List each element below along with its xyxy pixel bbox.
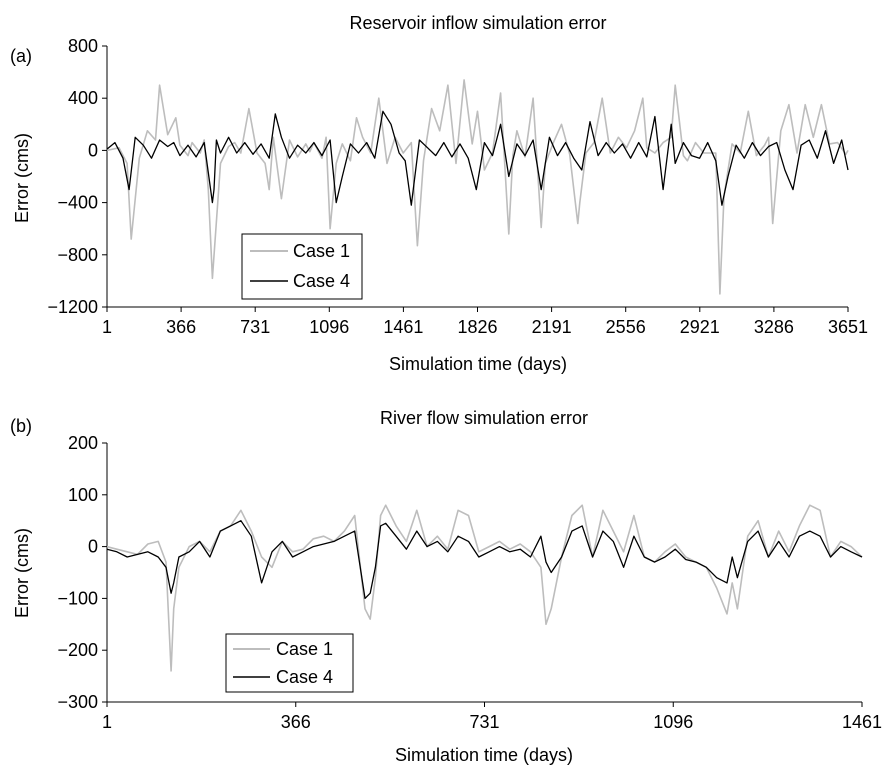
x-tick-label-a: 1096 — [309, 317, 349, 337]
panel-b: River flow simulation error (b) Error (c… — [10, 408, 882, 765]
y-tick-label-a: −800 — [57, 245, 98, 265]
y-tick-label-b: −100 — [57, 588, 98, 608]
y-tick-label-b: −200 — [57, 640, 98, 660]
y-tick-label-b: 200 — [68, 433, 98, 453]
chart-title-a: Reservoir inflow simulation error — [349, 13, 606, 33]
panel-label-a: (a) — [10, 46, 32, 66]
x-tick-label-a: 366 — [166, 317, 196, 337]
y-tick-label-b: 100 — [68, 485, 98, 505]
legend-box-b — [225, 633, 354, 693]
plot-area-b: −300 −200 −100 0 100 200 1 366 731 1096 1461 — [57, 433, 882, 732]
x-tick-label-b: 731 — [469, 712, 499, 732]
y-tick-label-a: −1200 — [47, 297, 98, 317]
plot-area-a: −1200 −800 −400 0 400 800 1 366 731 1096 1461 1826 2… — [47, 36, 868, 337]
legend-box-a — [241, 233, 363, 300]
legend-label-case4-b: Case 4 — [276, 667, 333, 687]
series-line-case4-a — [106, 110, 849, 206]
x-tick-label-a: 2556 — [606, 317, 646, 337]
y-axis-label-a: Error (cms) — [12, 133, 32, 223]
chart-title-b: River flow simulation error — [380, 408, 588, 428]
x-tick-label-a: 3286 — [754, 317, 794, 337]
legend-label-case1-a: Case 1 — [293, 241, 350, 261]
legend-label-case4-a: Case 4 — [293, 271, 350, 291]
x-tick-label-a: 3651 — [828, 317, 868, 337]
x-axis-label-b: Simulation time (days) — [395, 745, 573, 765]
legend-b: Case 1 Case 4 — [225, 633, 354, 693]
x-tick-label-a: 2191 — [532, 317, 572, 337]
x-tick-label-b: 1 — [102, 712, 112, 732]
x-tick-label-a: 1461 — [383, 317, 423, 337]
legend-a: Case 1 Case 4 — [241, 233, 363, 300]
legend-label-case1-b: Case 1 — [276, 639, 333, 659]
x-tick-label-b: 1096 — [653, 712, 693, 732]
panel-label-b: (b) — [10, 416, 32, 436]
x-tick-label-a: 1826 — [457, 317, 497, 337]
panel-a: Reservoir inflow simulation error (a) Er… — [10, 13, 868, 374]
y-tick-label-a: 400 — [68, 88, 98, 108]
series-line-case4-b — [106, 520, 863, 600]
y-tick-label-b: 0 — [88, 537, 98, 557]
x-tick-label-b: 1461 — [842, 712, 882, 732]
y-tick-label-b: −300 — [57, 692, 98, 712]
x-tick-label-b: 366 — [281, 712, 311, 732]
y-axis-label-b: Error (cms) — [12, 528, 32, 618]
y-tick-label-a: 800 — [68, 36, 98, 56]
series-line-case1-b — [106, 504, 863, 672]
y-tick-label-a: 0 — [88, 140, 98, 160]
x-tick-label-a: 1 — [102, 317, 112, 337]
x-tick-label-a: 2921 — [680, 317, 720, 337]
y-tick-label-a: −400 — [57, 193, 98, 213]
series-line-case1-a — [106, 79, 849, 295]
x-axis-label-a: Simulation time (days) — [389, 354, 567, 374]
x-tick-label-a: 731 — [240, 317, 270, 337]
